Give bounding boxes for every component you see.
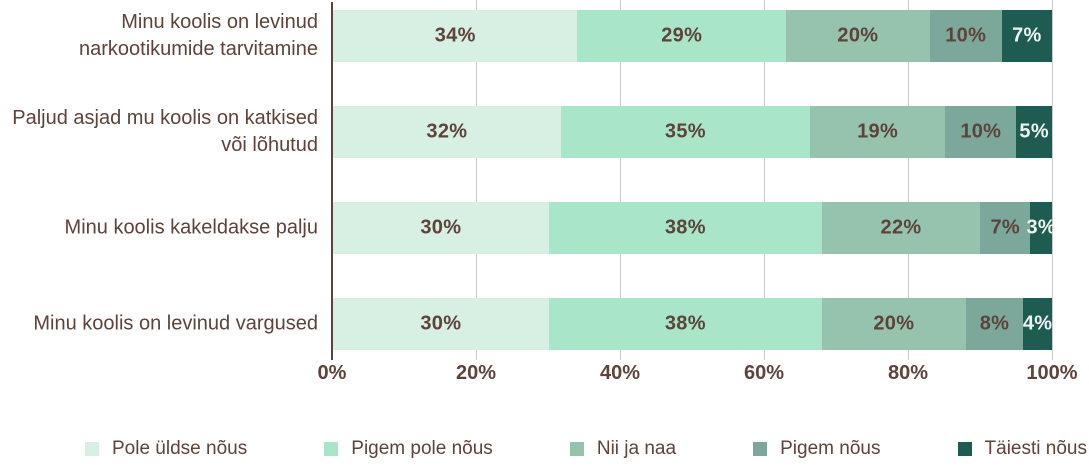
legend-swatch xyxy=(85,442,99,456)
y-axis-line xyxy=(331,2,333,360)
bar-segment-1: 32% xyxy=(333,106,561,158)
bar-segment-5: 5% xyxy=(1016,106,1052,158)
bar-value-label: 30% xyxy=(420,312,462,335)
bar-segment-5: 4% xyxy=(1023,298,1052,350)
legend-item: Nii ja naa xyxy=(569,438,677,460)
legend-label: Nii ja naa xyxy=(596,438,677,459)
gridline xyxy=(620,0,621,360)
bar-value-label: 7% xyxy=(1012,24,1042,47)
x-axis-tick-label: 100% xyxy=(1026,362,1078,384)
legend-item: Pole üldse nõus xyxy=(85,438,247,460)
bar-segment-2: 35% xyxy=(560,106,810,158)
legend-item: Täiesti nõus xyxy=(957,438,1087,460)
category-label: Minu koolis kakeldakse palju xyxy=(64,216,318,239)
bar-segment-2: 38% xyxy=(548,298,822,350)
bar-value-label: 3% xyxy=(1026,216,1056,239)
bar-segment-3: 19% xyxy=(809,106,946,158)
bar-row: 34% 29% 20% 10% 7% xyxy=(333,10,1052,62)
category-label: Minu koolis on levinud narkootikumide ta… xyxy=(79,11,318,60)
gridline xyxy=(908,0,909,360)
bar-segment-1: 30% xyxy=(333,298,549,350)
category-label: Paljud asjad mu koolis on katkised või l… xyxy=(12,107,318,156)
bar-value-label: 38% xyxy=(664,312,706,335)
bar-row: 30% 38% 22% 7% 3% xyxy=(333,202,1056,254)
legend-item: Pigem nõus xyxy=(753,438,880,460)
legend-label: Pole üldse nõus xyxy=(112,438,248,459)
legend-label: Täiesti nõus xyxy=(984,438,1087,459)
gridline xyxy=(764,0,765,360)
x-axis-tick-label: 40% xyxy=(599,362,641,384)
bar-value-label: 19% xyxy=(857,120,899,143)
legend-swatch xyxy=(957,442,972,456)
bar-segment-2: 29% xyxy=(577,10,786,62)
bar-segment-1: 30% xyxy=(333,202,549,254)
gridline xyxy=(1052,0,1053,360)
bar-value-label: 34% xyxy=(434,24,476,47)
bar-segment-5: 3% xyxy=(1026,202,1056,254)
bar-segment-4: 7% xyxy=(980,202,1031,254)
bar-value-label: 30% xyxy=(420,216,462,239)
bar-value-label: 35% xyxy=(664,120,706,143)
gridline xyxy=(476,0,477,360)
bar-value-label: 5% xyxy=(1019,120,1049,143)
bar-segment-4: 10% xyxy=(929,10,1002,62)
bar-value-label: 22% xyxy=(880,216,922,239)
x-axis-tick-label: 0% xyxy=(317,362,347,384)
bar-segment-4: 10% xyxy=(945,106,1017,158)
bar-row: 30% 38% 20% 8% 4% xyxy=(333,298,1052,350)
bar-value-label: 10% xyxy=(945,24,987,47)
bar-value-label: 10% xyxy=(960,120,1002,143)
legend-swatch xyxy=(569,442,584,456)
x-axis-tick-label: 20% xyxy=(455,362,497,384)
bar-value-label: 8% xyxy=(979,312,1010,335)
bar-value-label: 38% xyxy=(664,216,706,239)
category-label: Minu koolis on levinud vargused xyxy=(33,312,318,335)
bar-segment-5: 7% xyxy=(1001,10,1052,62)
legend-item: Pigem pole nõus xyxy=(324,438,493,460)
bar-segment-2: 38% xyxy=(548,202,822,254)
bar-value-label: 29% xyxy=(661,24,703,47)
bar-segment-4: 8% xyxy=(965,298,1024,350)
x-axis-tick-label: 80% xyxy=(887,362,929,384)
bar-value-label: 7% xyxy=(990,216,1021,239)
legend-label: Pigem pole nõus xyxy=(351,438,493,459)
bar-segment-1: 34% xyxy=(333,10,578,62)
bar-value-label: 4% xyxy=(1022,312,1053,335)
x-axis-tick-label: 60% xyxy=(743,362,785,384)
legend-swatch xyxy=(324,442,339,456)
legend: Pole üldse nõus Pigem pole nõus Nii ja naa… xyxy=(85,436,1087,462)
bar-segment-3: 20% xyxy=(785,10,930,62)
legend-swatch xyxy=(753,442,768,456)
bar-value-label: 20% xyxy=(837,24,879,47)
bar-value-label: 20% xyxy=(873,312,915,335)
bar-segment-3: 22% xyxy=(821,202,981,254)
bar-row: 32% 35% 19% 10% 5% xyxy=(333,106,1052,158)
bar-value-label: 32% xyxy=(426,120,468,143)
legend-label: Pigem nõus xyxy=(780,438,881,459)
bar-segment-3: 20% xyxy=(821,298,966,350)
